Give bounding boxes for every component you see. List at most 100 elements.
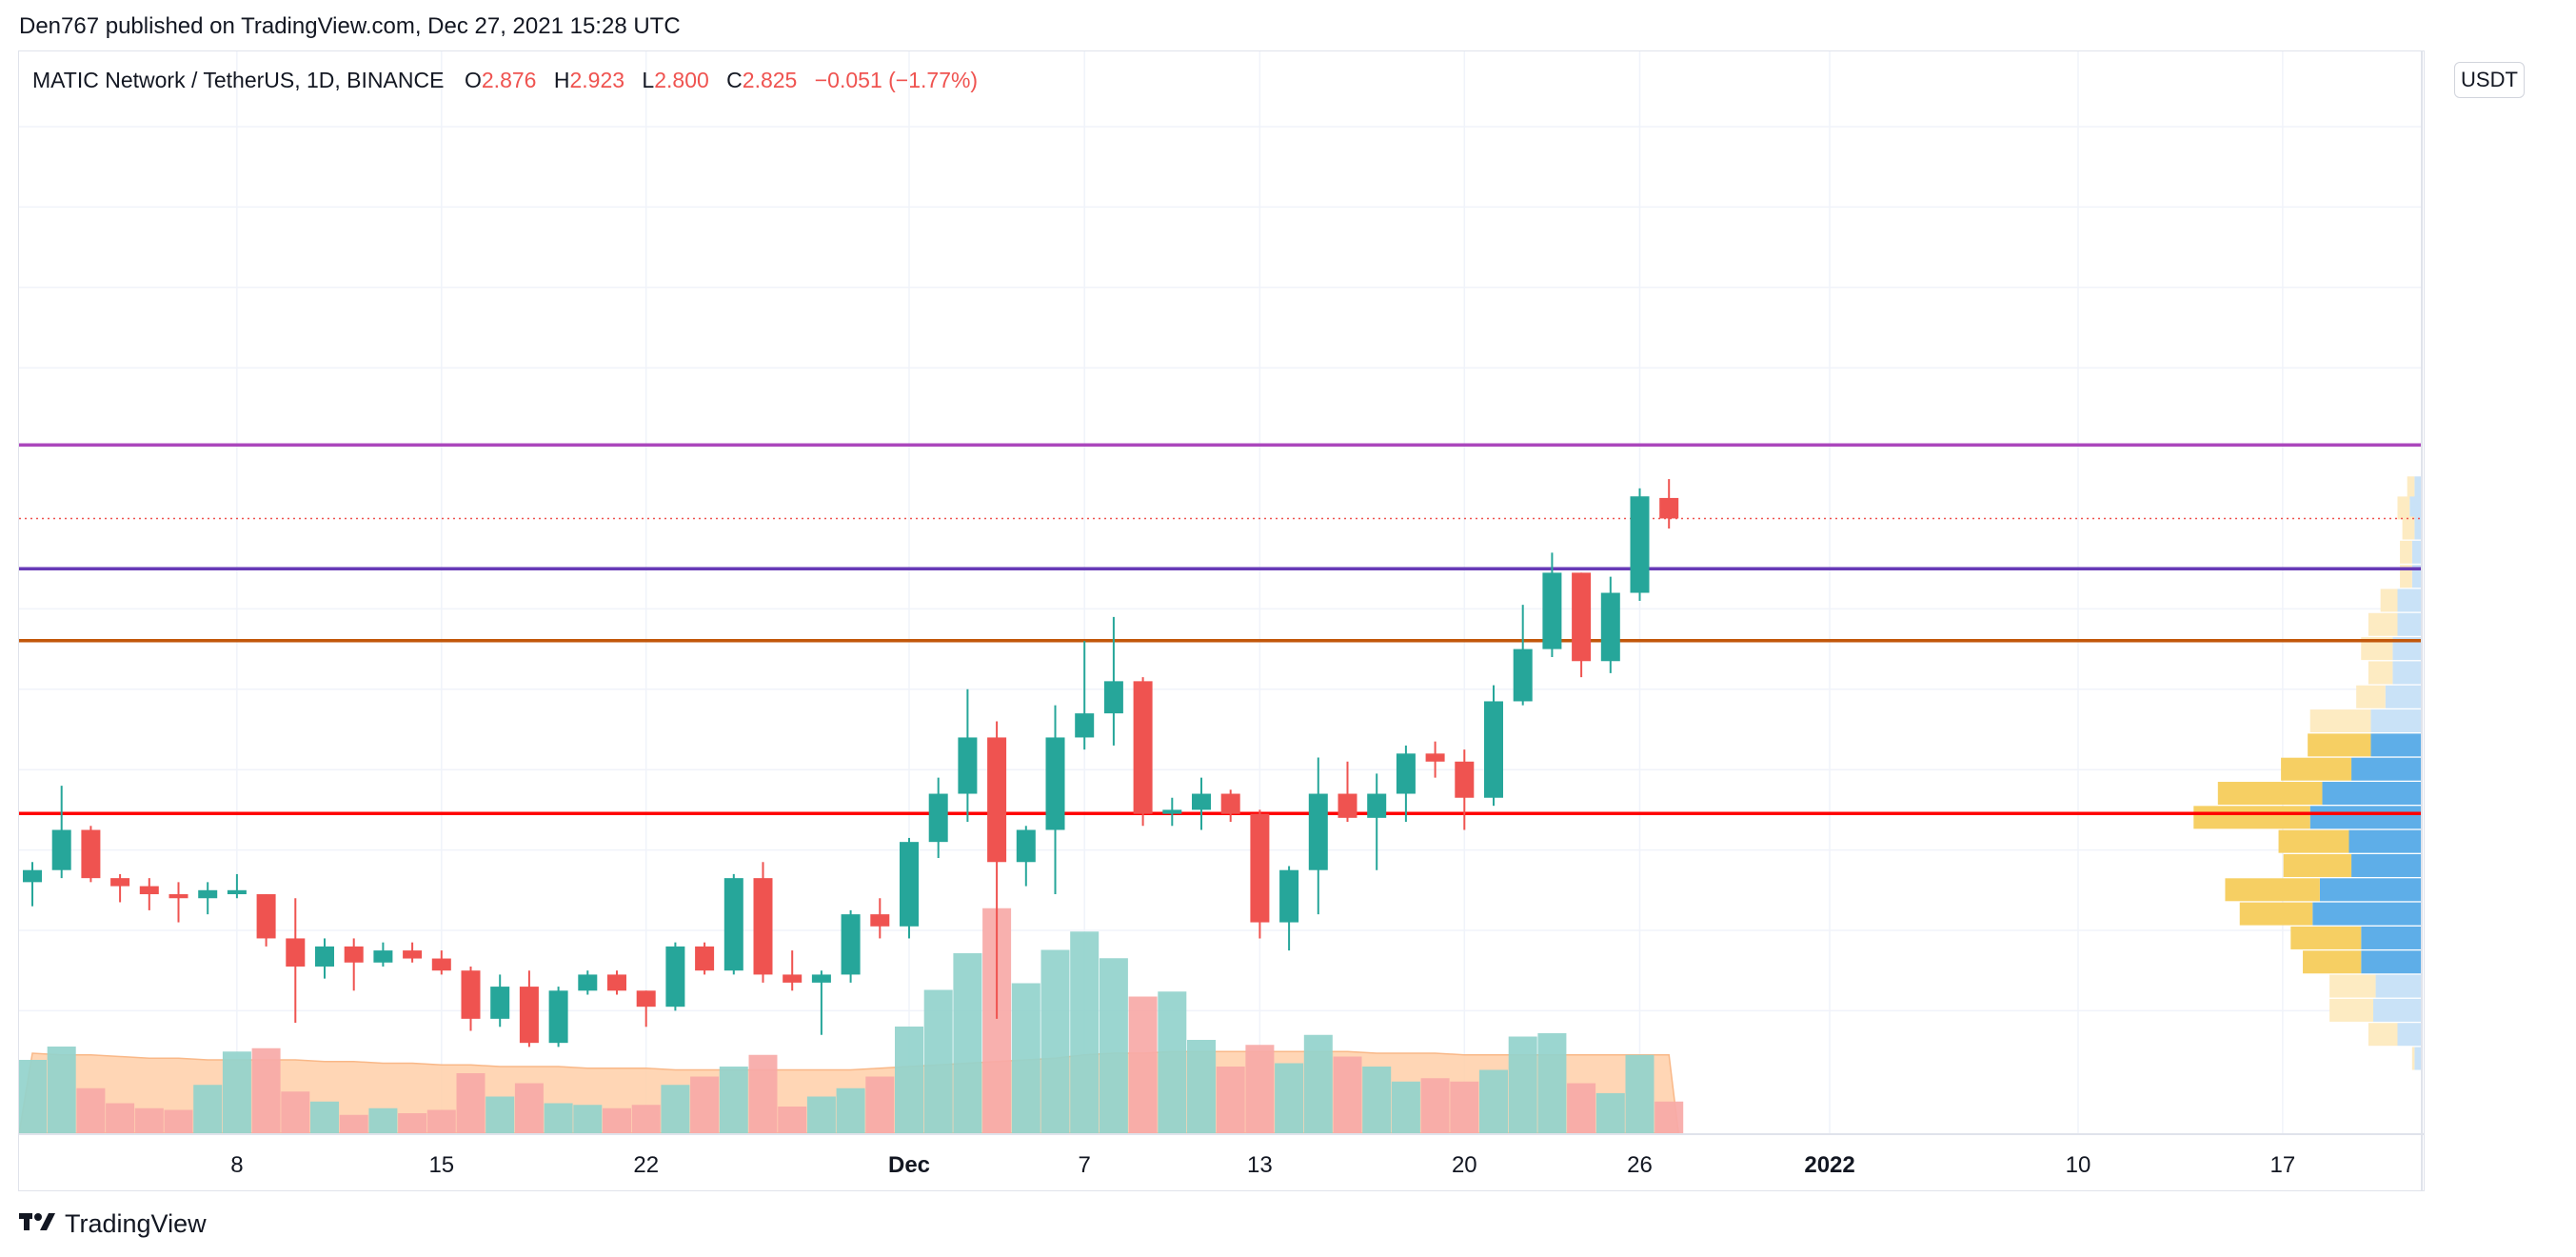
volume-bar [514,1083,544,1133]
volume-profile-up-bar [2361,926,2422,949]
candle-body [1455,761,1475,798]
volume-bar [1303,1034,1333,1133]
candle-body [870,914,890,927]
volume-bar [1070,931,1100,1133]
ohlc-values: O2.876 H2.923 L2.800 C2.825 −0.051 (−1.7… [465,68,978,92]
candle-body [1250,813,1270,923]
candle-body [783,974,803,983]
volume-bar [1420,1078,1450,1133]
volume-profile-up-bar [2351,853,2422,877]
volume-profile-down-bar [2217,782,2323,806]
volume-bar [895,1027,923,1133]
candle-body [1075,713,1095,738]
candle-body [1572,572,1592,662]
low-value: 2.800 [654,68,709,92]
volume-profile-down-bar [2329,998,2373,1022]
volume-bar [1479,1069,1508,1133]
time-tick-label: 13 [1247,1152,1273,1178]
time-tick-label: 22 [633,1152,659,1178]
volume-bar [1216,1067,1245,1133]
candle-body [1600,592,1620,662]
volume-profile-up-bar [2409,496,2422,520]
volume-bar [164,1109,193,1133]
volume-bar [1275,1063,1304,1133]
volume-bar [690,1076,720,1133]
volume-bar [1362,1067,1392,1133]
candle-body [1367,793,1387,818]
volume-bar [603,1107,631,1133]
change-value: −0.051 (−1.77%) [815,68,978,92]
volume-bar [339,1114,368,1133]
volume-bar [76,1087,106,1133]
volume-profile-up-bar [2414,1047,2422,1070]
candle-body [431,958,451,971]
candle-body [403,950,423,959]
candle-body [723,878,743,971]
chart-container[interactable]: 3.0082.7002.5212.0912.82508:31:33155.224… [18,50,2425,1191]
horizontal-lines[interactable]: 3.0082.7002.5212.0912.82508:31:33155.224… [19,430,2424,1113]
volume-bar [106,1103,135,1133]
volume-bar [573,1105,603,1133]
candle-body [227,889,247,895]
volume-profile-down-bar [2303,950,2362,974]
volume-bar [631,1105,661,1133]
volume-profile-down-bar [2368,661,2393,685]
volume-bar [310,1101,339,1133]
volume-bar [1655,1101,1684,1133]
candle-body [1425,753,1445,762]
currency-button[interactable]: USDT [2454,62,2525,98]
volume-profile-up-bar [2370,733,2422,757]
candle-body [1338,793,1357,818]
candle-body [958,737,978,794]
time-tick-label: 8 [230,1152,243,1178]
volume-bar [865,1076,895,1133]
volume-profile-down-bar [2225,878,2320,902]
axes: 81522Dec7132026202210173.8003.6003.4003.… [19,51,2424,1190]
volume-bar [1040,949,1070,1133]
volume-profile-down-bar [2402,516,2415,540]
candle-body [1162,809,1182,814]
volume-bar [281,1091,310,1133]
footer[interactable]: TradingView [19,1207,207,1240]
time-tick-label: 17 [2270,1152,2296,1178]
volume-bar [661,1085,690,1133]
candle-body [168,894,188,899]
volume-profile-up-bar [2397,589,2422,612]
volume-bar [193,1085,223,1133]
volume-profile-down-bar [2239,902,2313,926]
candle-body [198,889,218,899]
candle-body [1542,572,1562,649]
volume-profile-down-bar [2356,685,2386,708]
candle-body [1220,793,1240,814]
time-tick-label: 26 [1627,1152,1653,1178]
candles [23,479,1679,1048]
candle-body [490,987,510,1019]
candle-body [1308,793,1328,870]
chart-svg[interactable]: 3.0082.7002.5212.0912.82508:31:33155.224… [19,51,2424,1190]
volume-profile-up-bar [2414,476,2422,500]
volume-profile-down-bar [2397,496,2410,520]
volume-profile-down-bar [2281,757,2352,781]
volume-profile-down-bar [2368,612,2398,636]
publisher-header: Den767 published on TradingView.com, Dec… [19,13,681,39]
volume-profile-up-bar [2385,685,2422,708]
volume-bar [426,1109,456,1133]
volume-bar [368,1107,398,1133]
symbol-title: MATIC Network / TetherUS, 1D, BINANCE [32,68,444,92]
volume-bar [953,953,982,1133]
candle-body [928,793,948,843]
candle-body [139,886,159,895]
candle-body [344,946,364,963]
volume-bar [1187,1040,1216,1133]
candle-body [1133,681,1153,814]
volume-bar [1128,996,1158,1133]
volume-bar [1567,1083,1596,1133]
candle-body [841,914,861,975]
candle-body [987,737,1007,863]
volume-profile-down-bar [2400,565,2412,589]
volume-profile-down-bar [2193,806,2310,829]
candle-body [286,938,306,967]
volume-bar [19,1060,47,1133]
volume-profile-up-bar [2392,661,2422,685]
volume-bar [544,1103,573,1133]
